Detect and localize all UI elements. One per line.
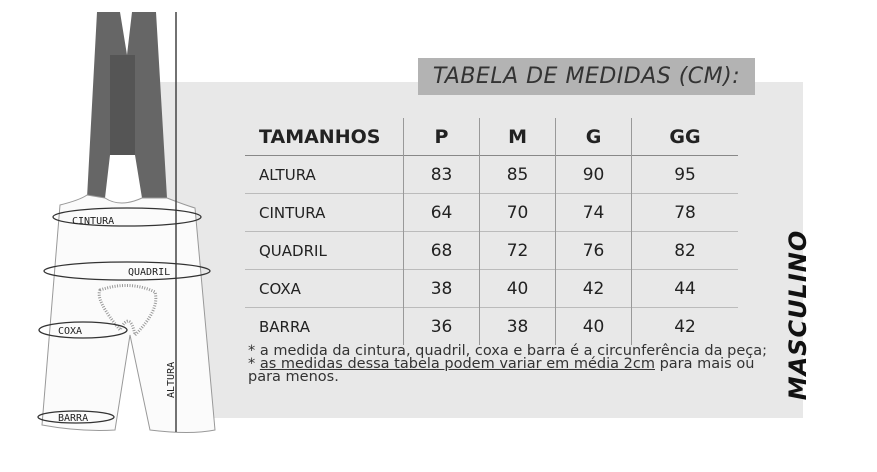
cell: 64 (402, 193, 480, 232)
cell: 83 (402, 155, 480, 194)
cell: 78 (631, 193, 738, 232)
header-m: M (479, 118, 556, 156)
cell: 85 (479, 155, 556, 194)
note-2-rest: para mais ou para menos. (248, 356, 755, 385)
bib-shorts-illustration: CINTURA QUADRIL COXA BARRA ALTURA (37, 12, 216, 433)
cell: 72 (479, 231, 556, 270)
cell: 82 (631, 231, 738, 270)
cell: 44 (631, 269, 738, 308)
row-label: CINTURA (245, 193, 404, 232)
table-row: ALTURA 83 85 90 95 (245, 155, 738, 194)
table-row: COXA 38 40 42 44 (245, 269, 738, 308)
label-barra: BARRA (58, 413, 88, 424)
table-row: CINTURA 64 70 74 78 (245, 193, 738, 232)
table-row: BARRA 36 38 40 42 (245, 307, 738, 345)
cell: 68 (402, 231, 480, 270)
size-table: TAMANHOS P M G GG ALTURA 83 85 90 95 CINTURA… (245, 118, 738, 345)
row-label: ALTURA (245, 155, 404, 194)
gender-label: MASCULINO (784, 229, 812, 401)
label-cintura: CINTURA (72, 216, 114, 227)
cell: 95 (631, 155, 738, 194)
cell: 76 (555, 231, 632, 270)
notes: * a medida da cintura, quadril, coxa e b… (248, 343, 778, 385)
cell: 74 (555, 193, 632, 232)
cell: 42 (555, 269, 632, 308)
row-label: COXA (245, 269, 404, 308)
cell: 70 (479, 193, 556, 232)
cell: 90 (555, 155, 632, 194)
cell: 38 (402, 269, 480, 308)
header-g: G (555, 118, 632, 156)
header-tamanhos: TAMANHOS (259, 125, 381, 148)
header-gg: GG (631, 118, 738, 156)
header-p: P (402, 118, 480, 156)
row-label: QUADRIL (245, 231, 404, 270)
label-coxa: COXA (58, 326, 82, 337)
cell: 36 (402, 307, 480, 345)
label-quadril: QUADRIL (128, 267, 170, 278)
cell: 40 (555, 307, 632, 345)
table-row: QUADRIL 68 72 76 82 (245, 231, 738, 270)
cell: 38 (479, 307, 556, 345)
row-label: BARRA (245, 307, 404, 345)
table-header-row: TAMANHOS P M G GG (245, 118, 738, 156)
note-2: * as medidas dessa tabela podem variar e… (248, 356, 755, 385)
cell: 40 (479, 269, 556, 308)
label-altura: ALTURA (166, 362, 177, 398)
note-1: * a medida da cintura, quadril, coxa e b… (248, 343, 767, 359)
note-1-text: a medida da cintura, quadril, coxa e bar… (259, 343, 767, 359)
note-2-underlined: as medidas dessa tabela podem variar em … (259, 356, 655, 372)
page-title: TABELA DE MEDIDAS (CM): (418, 58, 755, 95)
cell: 42 (631, 307, 738, 345)
